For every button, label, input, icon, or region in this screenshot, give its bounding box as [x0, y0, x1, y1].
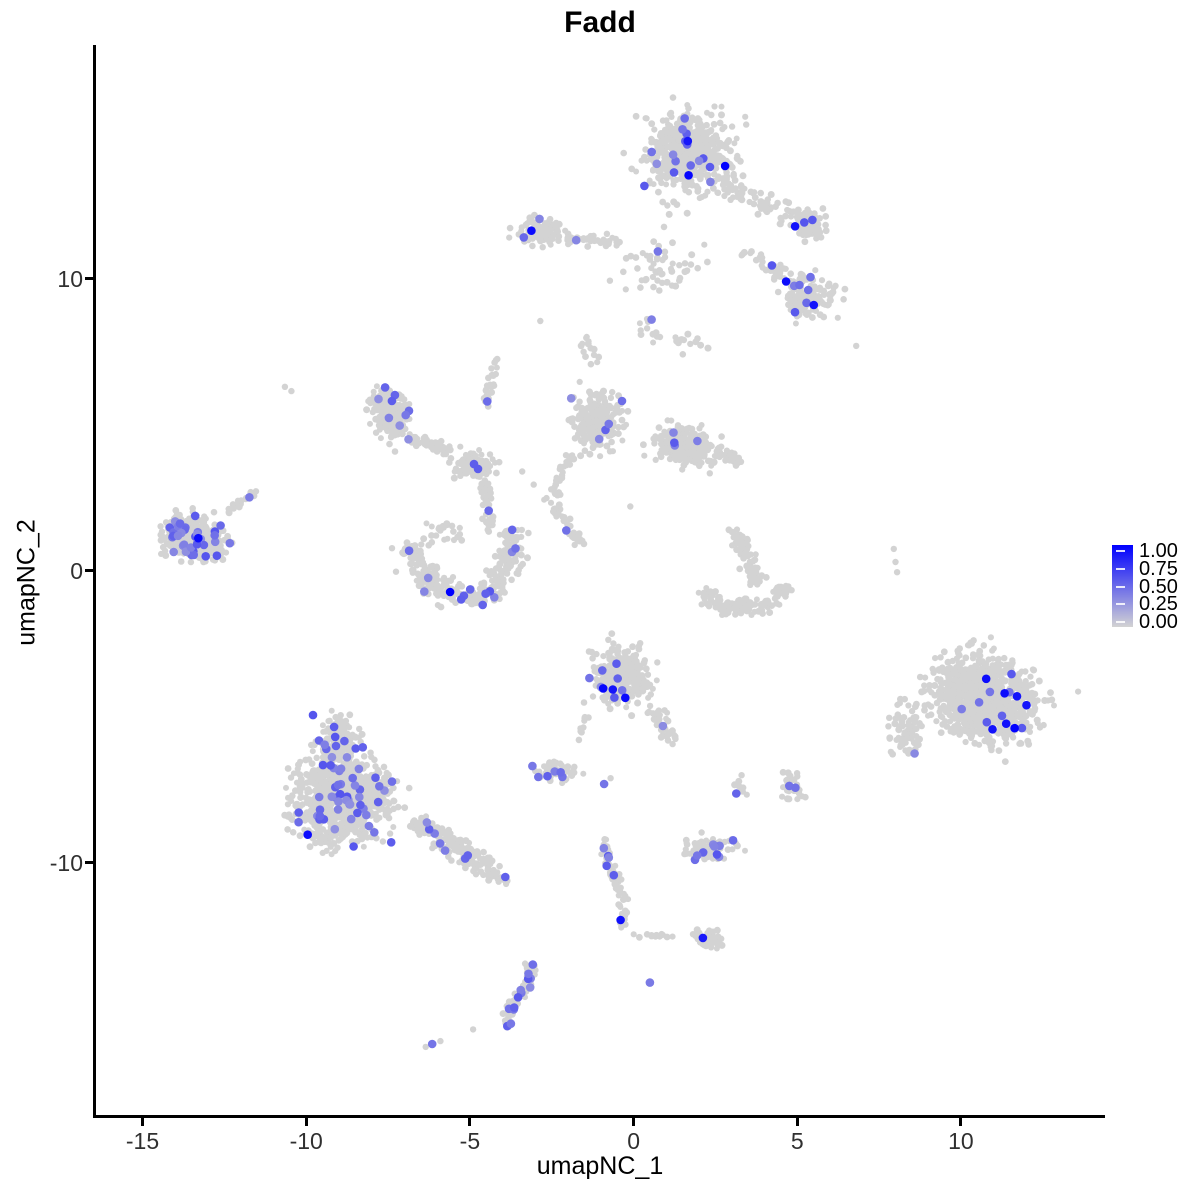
y-axis-line: [93, 45, 96, 1118]
y-tick-label: 10: [57, 265, 83, 292]
x-tick: [304, 1118, 308, 1126]
y-axis-title: umapNC_2: [12, 519, 41, 646]
legend-tick-mark: [1116, 550, 1125, 552]
plot-title: Fadd: [564, 6, 636, 39]
legend-tick-mark: [1116, 585, 1125, 588]
y-tick-label: -10: [49, 849, 83, 876]
x-axis-title: umapNC_1: [536, 1152, 664, 1180]
x-axis-line: [93, 1115, 1105, 1118]
legend-tick-label: 0.25: [1139, 593, 1178, 616]
x-tick-label: 10: [948, 1128, 974, 1154]
x-tick: [795, 1118, 799, 1126]
x-tick-label: -5: [459, 1128, 481, 1154]
legend-tick-mark: [1116, 567, 1125, 570]
y-tick: [85, 569, 93, 573]
x-tick-label: 0: [627, 1128, 640, 1154]
legend-tick-label: 1.00: [1139, 540, 1178, 562]
x-tick: [632, 1118, 636, 1126]
x-tick-label: -15: [125, 1128, 160, 1154]
legend-tick-label: 0.50: [1139, 575, 1178, 598]
expression-legend: 1.00 0.75 0.50 0.25 0.00: [1108, 538, 1200, 638]
legend-tick-mark: [1116, 603, 1125, 606]
x-tick: [141, 1118, 144, 1126]
legend-colorbar: [1112, 545, 1133, 627]
x-tick: [959, 1118, 963, 1126]
y-tick-label: 0: [70, 557, 83, 584]
x-tick-label: -10: [289, 1128, 323, 1154]
point-cloud: [157, 94, 1082, 1051]
legend-tick-mark: [1116, 621, 1125, 623]
legend-tick-label: 0.00: [1139, 611, 1178, 633]
legend-tick-label: 0.75: [1139, 557, 1178, 580]
y-tick: [85, 861, 93, 865]
y-tick: [85, 277, 93, 281]
x-tick-label: 5: [790, 1128, 804, 1154]
x-tick: [468, 1118, 472, 1126]
